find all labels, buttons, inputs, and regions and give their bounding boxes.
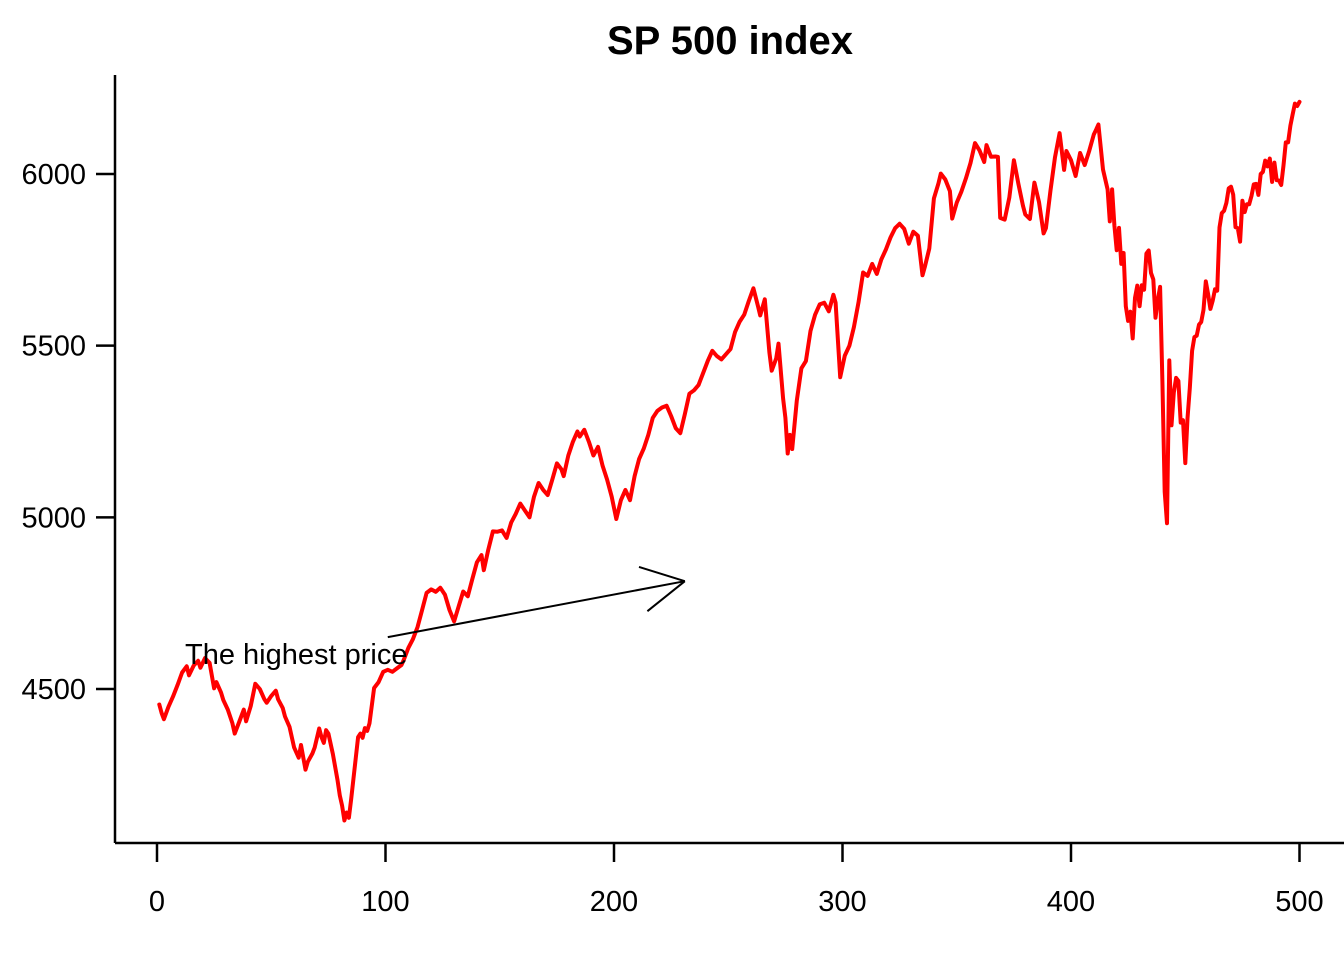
annotation-arrow — [387, 565, 686, 639]
y-tick-label: 5000 — [21, 502, 86, 534]
x-tick-label: 200 — [590, 886, 638, 918]
y-tick-label: 6000 — [21, 159, 86, 191]
x-tick-label: 300 — [818, 886, 866, 918]
y-ticks-group: 4500 5000 5500 6000 — [21, 159, 115, 706]
x-ticks-group: 0 100 200 300 400 500 — [149, 843, 1324, 918]
arrow-shaft — [387, 580, 686, 639]
annotation-group: The highest price — [185, 565, 686, 671]
series-line-group — [157, 99, 1302, 823]
x-tick-label: 400 — [1047, 886, 1095, 918]
x-tick-label: 500 — [1275, 886, 1323, 918]
arrow-head-barb — [638, 565, 686, 583]
x-tick-label: 100 — [361, 886, 409, 918]
chart-title: SP 500 index — [607, 19, 853, 63]
price-line — [157, 99, 1302, 823]
axes — [113, 75, 1344, 845]
arrow-head-barb — [646, 580, 686, 612]
annotation-text: The highest price — [185, 639, 407, 671]
y-tick-label: 5500 — [21, 331, 86, 363]
y-tick-label: 4500 — [21, 674, 86, 706]
x-tick-label: 0 — [149, 886, 165, 918]
